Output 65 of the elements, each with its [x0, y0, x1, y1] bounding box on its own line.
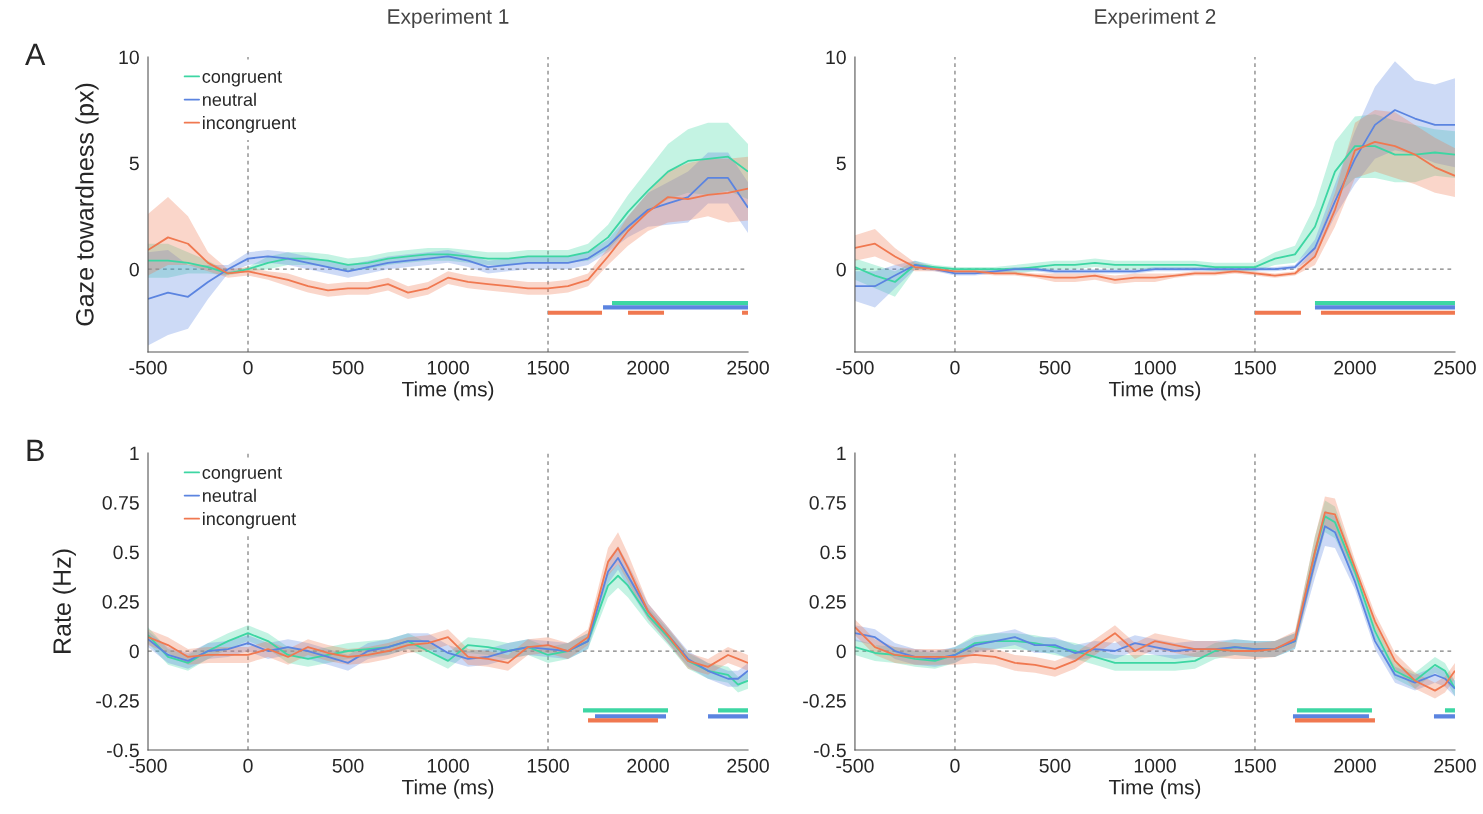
x-tick-label: 2500	[1434, 360, 1476, 375]
legend-label: neutral	[202, 92, 256, 107]
y-tick-label: 0	[836, 262, 846, 277]
x-axis-title: Time (ms)	[1108, 381, 1201, 401]
x-axis-title: Time (ms)	[402, 779, 494, 799]
x-axis-title: Time (ms)	[402, 381, 494, 401]
x-tick-label: 1000	[1134, 758, 1176, 773]
x-tick-label: 0	[243, 758, 253, 773]
x-tick-label: 2000	[627, 758, 669, 773]
x-tick-label: -500	[129, 758, 167, 773]
x-tick-label: 1500	[1234, 360, 1276, 375]
x-tick-label: 2000	[1334, 360, 1376, 375]
y-tick-label: 0.5	[113, 545, 139, 560]
text: A	[25, 43, 46, 65]
x-tick-label: 1000	[427, 360, 469, 375]
legend-label: congruent	[202, 71, 282, 87]
x-tick-label: 1500	[527, 758, 569, 773]
y-tick-label: 1	[130, 446, 139, 461]
y-tick-label: 0.5	[820, 545, 846, 560]
y-tick-label: 10	[119, 50, 139, 65]
x-tick-label: -500	[836, 758, 874, 773]
chart-title: Experiment 1	[388, 8, 509, 28]
chart-title: Experiment 2	[1095, 8, 1216, 28]
x-tick-label: 0	[950, 360, 960, 375]
x-tick-label: 2500	[727, 758, 769, 773]
line-series	[148, 155, 749, 275]
legend-label: congruent	[202, 467, 282, 483]
legend-label: incongruent	[203, 511, 297, 529]
legend-label: neutral	[202, 488, 256, 503]
y-tick-label: 0	[836, 644, 846, 659]
y-tick-label: 0	[129, 644, 139, 659]
y-tick-label: 10	[826, 50, 846, 65]
x-tick-label: 500	[332, 758, 364, 773]
x-tick-label: -500	[129, 360, 167, 375]
x-tick-label: 1000	[427, 758, 469, 773]
x-tick-label: -500	[836, 360, 874, 375]
x-tick-label: 1500	[1234, 758, 1276, 773]
y-axis-title: Gaze towardness (px)	[75, 83, 99, 326]
x-tick-label: 500	[332, 360, 364, 375]
y-tick-label: -0.25	[803, 693, 846, 708]
x-tick-label: 0	[243, 360, 253, 375]
x-tick-label: 500	[1039, 360, 1071, 375]
y-tick-label: 0.75	[102, 495, 139, 510]
y-tick-label: -0.5	[107, 743, 139, 758]
x-tick-label: 0	[950, 758, 960, 773]
y-tick-label: 5	[836, 156, 846, 171]
x-tick-label: 1500	[527, 360, 569, 375]
y-tick-label: 1	[837, 446, 846, 461]
y-axis-title: Rate (Hz)	[52, 549, 76, 653]
x-tick-label: 2000	[1334, 758, 1376, 773]
y-tick-label: 0.25	[102, 594, 139, 609]
y-tick-label: 0.25	[809, 594, 846, 609]
x-tick-label: 500	[1039, 758, 1071, 773]
y-tick-label: 5	[129, 156, 139, 171]
y-tick-label: 0.75	[809, 495, 846, 510]
x-axis-title: Time (ms)	[1108, 779, 1201, 799]
x-tick-label: 2500	[727, 360, 769, 375]
text: B	[27, 439, 44, 461]
legend-label: incongruent	[203, 115, 297, 133]
y-tick-label: 0	[129, 262, 139, 277]
x-tick-label: 2000	[627, 360, 669, 375]
x-tick-label: 2500	[1434, 758, 1476, 773]
y-tick-label: -0.5	[813, 743, 846, 758]
x-tick-label: 1000	[1134, 360, 1176, 375]
y-tick-label: -0.25	[96, 693, 139, 708]
